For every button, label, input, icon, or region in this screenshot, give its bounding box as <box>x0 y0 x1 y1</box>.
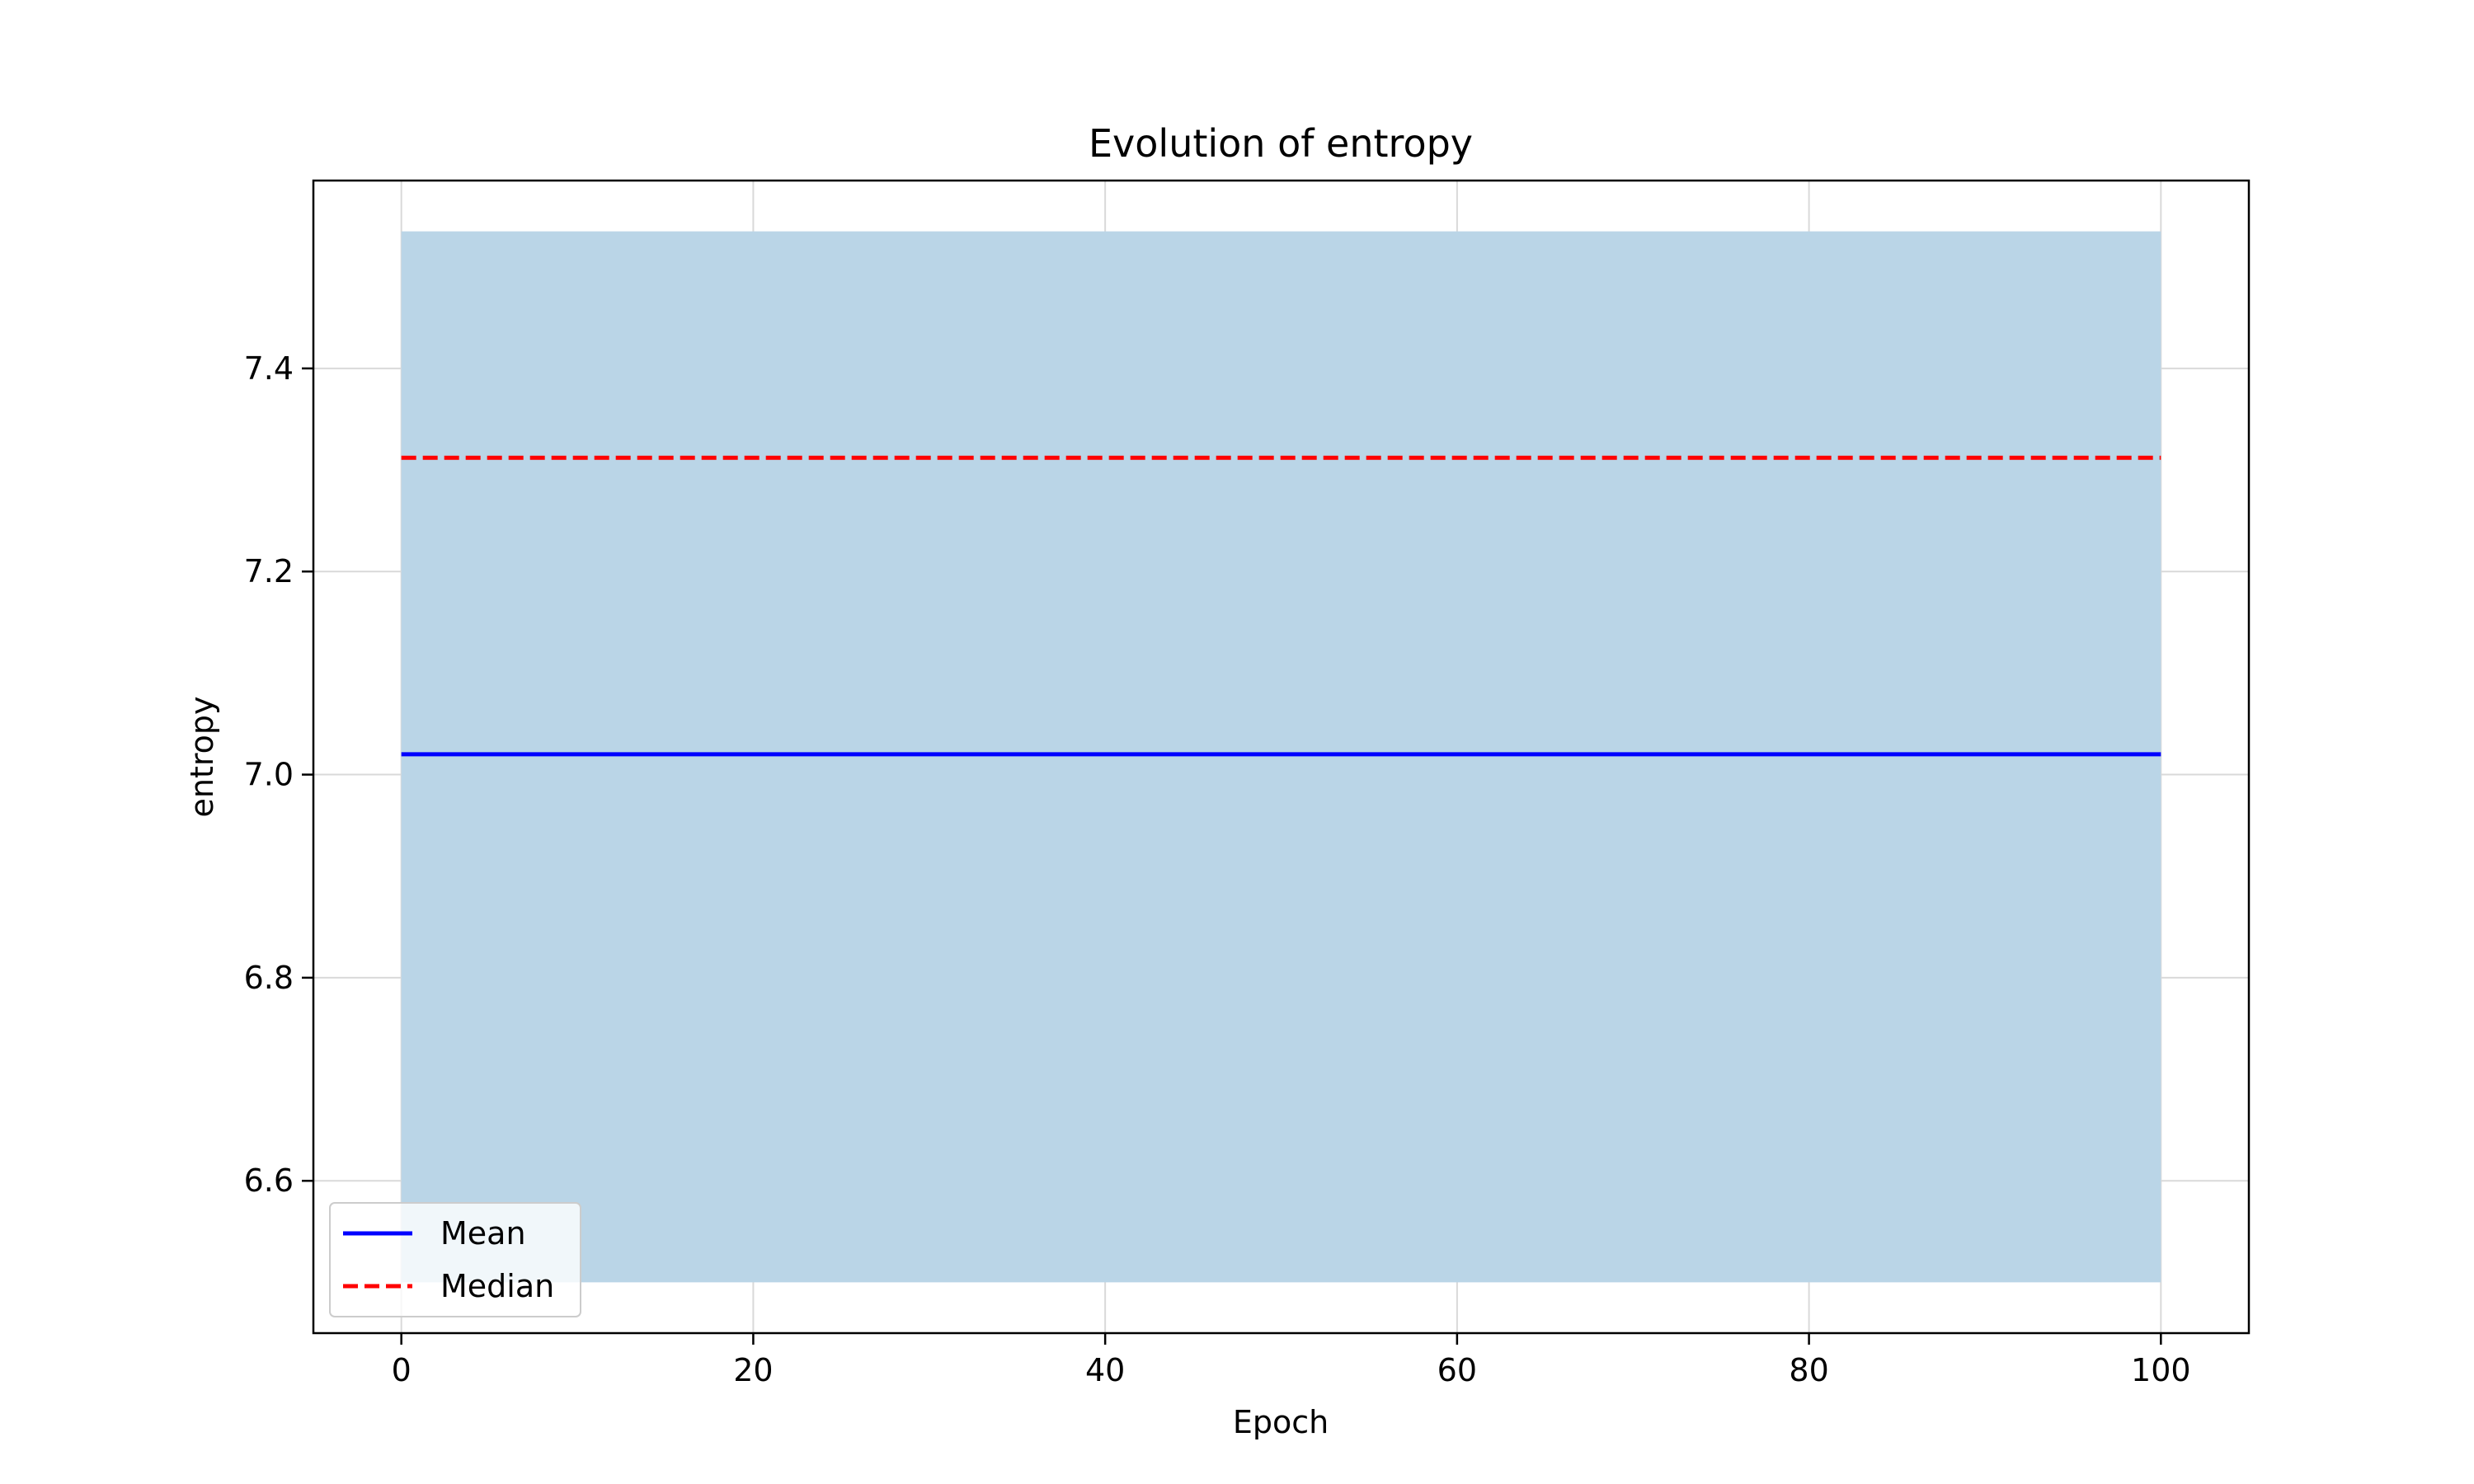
x-axis-title: Epoch <box>1233 1404 1329 1440</box>
y-axis-ticks: 6.6 6.8 7.0 7.2 7.4 <box>244 350 313 1199</box>
legend-label-median: Median <box>440 1268 554 1304</box>
std-band <box>401 231 2161 1283</box>
plot-area-frame <box>312 179 2251 1335</box>
chart-title: Evolution of entropy <box>1089 121 1473 166</box>
x-tick-label: 20 <box>733 1352 773 1388</box>
y-tick-label: 6.8 <box>244 960 294 996</box>
x-tick-label: 0 <box>392 1352 412 1388</box>
y-tick-label: 7.4 <box>244 350 294 387</box>
std-band-layer <box>401 231 2161 1283</box>
y-axis-title: entropy <box>184 696 220 817</box>
x-tick-label: 60 <box>1437 1352 1477 1388</box>
y-tick-label: 7.0 <box>244 757 294 793</box>
legend: Mean Median <box>329 1202 581 1317</box>
legend-label-mean: Mean <box>440 1215 526 1252</box>
series-layer <box>401 455 2161 757</box>
x-tick-label: 80 <box>1789 1352 1828 1388</box>
x-tick-label: 40 <box>1085 1352 1125 1388</box>
y-tick-label: 7.2 <box>244 553 294 589</box>
y-tick-label: 6.6 <box>244 1162 294 1199</box>
legend-entries: Mean Median <box>343 1215 554 1304</box>
x-axis-ticks: 0 20 40 60 80 100 <box>392 1333 2191 1388</box>
x-tick-label: 100 <box>2131 1352 2191 1388</box>
